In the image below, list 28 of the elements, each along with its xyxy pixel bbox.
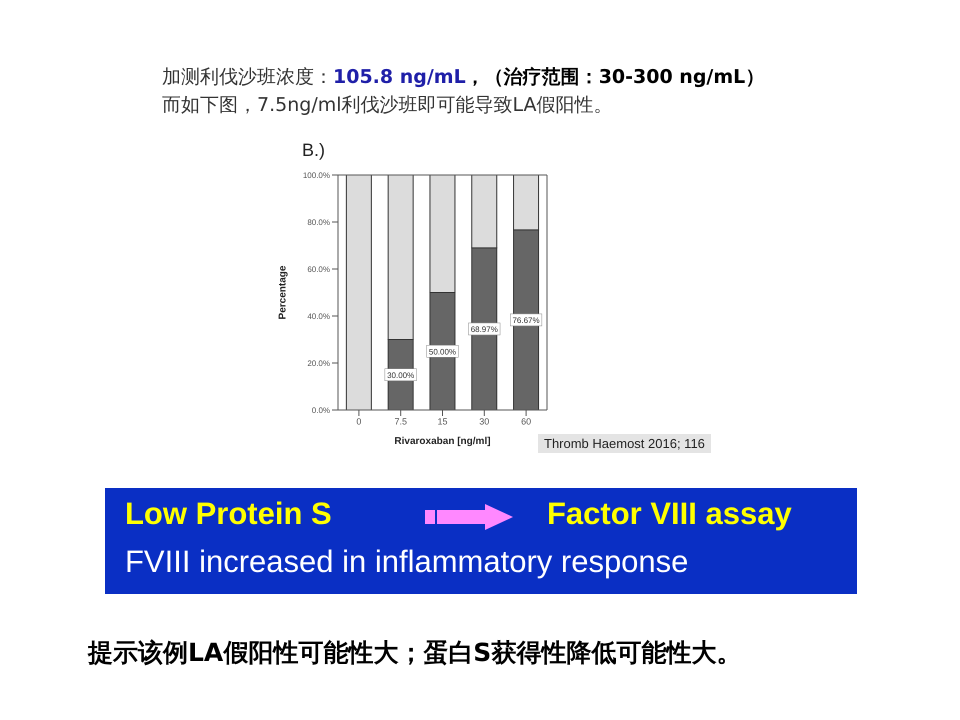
y-tick-label: 40.0% xyxy=(307,312,330,321)
x-tick-label: 30 xyxy=(479,416,490,426)
y-tick-label: 0.0% xyxy=(312,406,330,415)
data-label: 50.00% xyxy=(428,347,456,356)
text: Low Protein S xyxy=(125,496,332,532)
text: 而如下图，7.5ng/ml利伐沙班即可能导致LA假阳性。 xyxy=(162,93,613,118)
chart-title: B.) xyxy=(302,140,326,161)
data-label: 76.67% xyxy=(512,316,540,325)
x-tick-label: 0 xyxy=(356,416,362,426)
text: Thromb Haemost 2016; 116 xyxy=(538,434,711,453)
data-label: 30.00% xyxy=(387,370,414,380)
text: 105.8 ng/mL xyxy=(333,66,466,88)
text: ，（治疗范围：30-300 ng/mL） xyxy=(466,66,764,88)
bar xyxy=(346,175,372,410)
y-tick-label: 100.0% xyxy=(302,170,330,180)
y-tick-label: 20.0% xyxy=(307,358,330,368)
x-tick-label: 15 xyxy=(437,416,448,426)
x-tick-label: 7.5 xyxy=(394,416,407,426)
x-axis-title: Rivaroxaban [ng/ml] xyxy=(394,436,491,447)
text: FVIII increased in inflammatory response xyxy=(125,544,688,580)
text: Factor VIII assay xyxy=(547,496,792,532)
text: 加测利伐沙班浓度： xyxy=(162,66,333,88)
x-tick-label: 60 xyxy=(521,416,532,426)
y-tick-label: 60.0% xyxy=(307,264,330,274)
y-axis-title: Percentage xyxy=(278,265,289,320)
text: 提示该例LA假阳性可能性大；蛋白S获得性降低可能性大。 xyxy=(88,637,742,669)
data-label: 68.97% xyxy=(470,324,498,334)
y-tick-label: 80.0% xyxy=(307,218,330,227)
